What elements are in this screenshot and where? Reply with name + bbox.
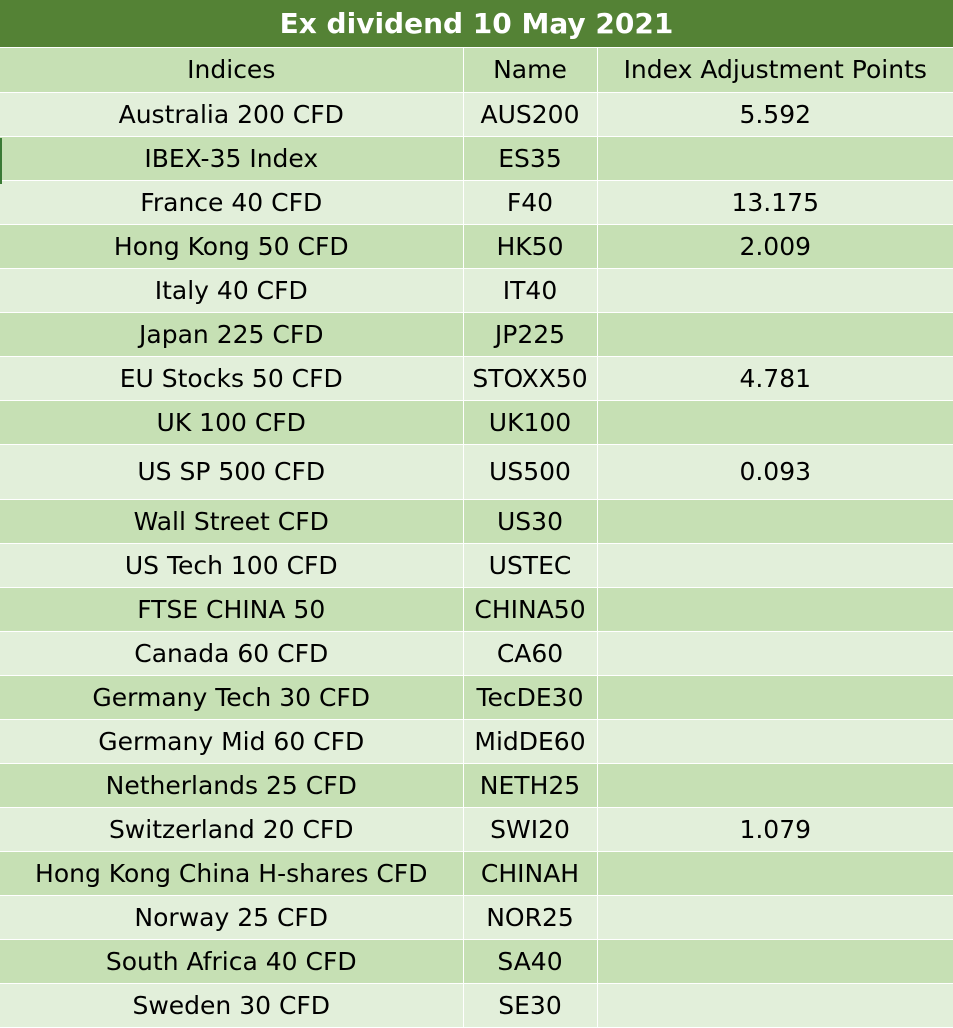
header-row: Indices Name Index Adjustment Points	[0, 48, 953, 93]
cell-index[interactable]: Norway 25 CFD	[0, 895, 464, 940]
table-row: Hong Kong China H-shares CFD CHINAH	[0, 851, 953, 896]
table-row: Hong Kong 50 CFD HK50 2.009	[0, 224, 953, 269]
table-row: France 40 CFD F40 13.175	[0, 180, 953, 225]
cell-points[interactable]	[597, 851, 953, 896]
cell-index[interactable]: FTSE CHINA 50	[0, 587, 464, 632]
table-row: Sweden 30 CFD SE30	[0, 983, 953, 1028]
cell-points[interactable]	[597, 763, 953, 808]
header-name[interactable]: Name	[463, 48, 598, 93]
cell-index[interactable]: Germany Mid 60 CFD	[0, 719, 464, 764]
table-row: EU Stocks 50 CFD STOXX50 4.781	[0, 356, 953, 401]
cell-name[interactable]: HK50	[463, 224, 598, 269]
cell-name[interactable]: NETH25	[463, 763, 598, 808]
cell-name[interactable]: US500	[463, 444, 598, 500]
table-row: FTSE CHINA 50 CHINA50	[0, 587, 953, 632]
cell-points[interactable]: 2.009	[597, 224, 953, 269]
cell-name[interactable]: JP225	[463, 312, 598, 357]
sheet-title: Ex dividend 10 May 2021	[0, 0, 953, 48]
cell-points[interactable]: 4.781	[597, 356, 953, 401]
cell-points[interactable]	[597, 499, 953, 544]
cell-name[interactable]: SE30	[463, 983, 598, 1028]
cell-points[interactable]	[597, 983, 953, 1028]
table-row: Switzerland 20 CFD SWI20 1.079	[0, 807, 953, 852]
cell-points[interactable]	[597, 268, 953, 313]
table-row: South Africa 40 CFD SA40	[0, 939, 953, 984]
cell-name[interactable]: ES35	[463, 136, 598, 181]
cell-name[interactable]: CHINA50	[463, 587, 598, 632]
cell-index[interactable]: Hong Kong China H-shares CFD	[0, 851, 464, 896]
cell-index[interactable]: Netherlands 25 CFD	[0, 763, 464, 808]
cell-name[interactable]: F40	[463, 180, 598, 225]
table-row: IBEX-35 Index ES35	[0, 136, 953, 181]
table-row: Wall Street CFD US30	[0, 499, 953, 544]
table-row: Italy 40 CFD IT40	[0, 268, 953, 313]
cell-index[interactable]: Australia 200 CFD	[0, 92, 464, 137]
cell-index[interactable]: EU Stocks 50 CFD	[0, 356, 464, 401]
cell-index[interactable]: US Tech 100 CFD	[0, 543, 464, 588]
cell-name[interactable]: SA40	[463, 939, 598, 984]
cell-points[interactable]	[597, 587, 953, 632]
header-adjustment-points[interactable]: Index Adjustment Points	[597, 48, 953, 93]
cell-points[interactable]	[597, 136, 953, 181]
cell-points[interactable]: 5.592	[597, 92, 953, 137]
cell-name[interactable]: IT40	[463, 268, 598, 313]
cell-name[interactable]: TecDE30	[463, 675, 598, 720]
cell-index[interactable]: US SP 500 CFD	[0, 444, 464, 500]
cell-points[interactable]	[597, 895, 953, 940]
cell-index[interactable]: Italy 40 CFD	[0, 268, 464, 313]
cell-name[interactable]: AUS200	[463, 92, 598, 137]
cell-name[interactable]: CHINAH	[463, 851, 598, 896]
cell-points[interactable]	[597, 400, 953, 445]
header-indices[interactable]: Indices	[0, 48, 464, 93]
dividend-table: Indices Name Index Adjustment Points Aus…	[0, 48, 953, 1028]
cell-index[interactable]: Canada 60 CFD	[0, 631, 464, 676]
cell-name[interactable]: US30	[463, 499, 598, 544]
cell-index[interactable]: Germany Tech 30 CFD	[0, 675, 464, 720]
table-row: UK 100 CFD UK100	[0, 400, 953, 445]
cell-points[interactable]	[597, 939, 953, 984]
cell-index[interactable]: South Africa 40 CFD	[0, 939, 464, 984]
table-row: Canada 60 CFD CA60	[0, 631, 953, 676]
cell-name[interactable]: MidDE60	[463, 719, 598, 764]
cell-points[interactable]	[597, 719, 953, 764]
table-row: Germany Tech 30 CFD TecDE30	[0, 675, 953, 720]
table-row: Netherlands 25 CFD NETH25	[0, 763, 953, 808]
cell-name[interactable]: STOXX50	[463, 356, 598, 401]
cell-name[interactable]: USTEC	[463, 543, 598, 588]
cell-points[interactable]	[597, 312, 953, 357]
table-row: Germany Mid 60 CFD MidDE60	[0, 719, 953, 764]
cell-points[interactable]: 0.093	[597, 444, 953, 500]
table-row: Japan 225 CFD JP225	[0, 312, 953, 357]
cell-points[interactable]	[597, 543, 953, 588]
cell-index[interactable]: France 40 CFD	[0, 180, 464, 225]
table-row: Australia 200 CFD AUS200 5.592	[0, 92, 953, 137]
cell-index[interactable]: Sweden 30 CFD	[0, 983, 464, 1028]
cell-name[interactable]: CA60	[463, 631, 598, 676]
table-row: Norway 25 CFD NOR25	[0, 895, 953, 940]
cell-index[interactable]: Wall Street CFD	[0, 499, 464, 544]
cell-index[interactable]: Switzerland 20 CFD	[0, 807, 464, 852]
cell-index[interactable]: IBEX-35 Index	[0, 136, 464, 181]
table-row: US Tech 100 CFD USTEC	[0, 543, 953, 588]
cell-points[interactable]	[597, 631, 953, 676]
cell-name[interactable]: UK100	[463, 400, 598, 445]
cell-points[interactable]	[597, 675, 953, 720]
cell-points[interactable]: 1.079	[597, 807, 953, 852]
cell-name[interactable]: SWI20	[463, 807, 598, 852]
cell-index[interactable]: UK 100 CFD	[0, 400, 464, 445]
cell-points[interactable]: 13.175	[597, 180, 953, 225]
cell-index[interactable]: Hong Kong 50 CFD	[0, 224, 464, 269]
cell-selection-marker	[0, 138, 2, 184]
cell-index[interactable]: Japan 225 CFD	[0, 312, 464, 357]
cell-name[interactable]: NOR25	[463, 895, 598, 940]
table-row: US SP 500 CFD US500 0.093	[0, 444, 953, 500]
